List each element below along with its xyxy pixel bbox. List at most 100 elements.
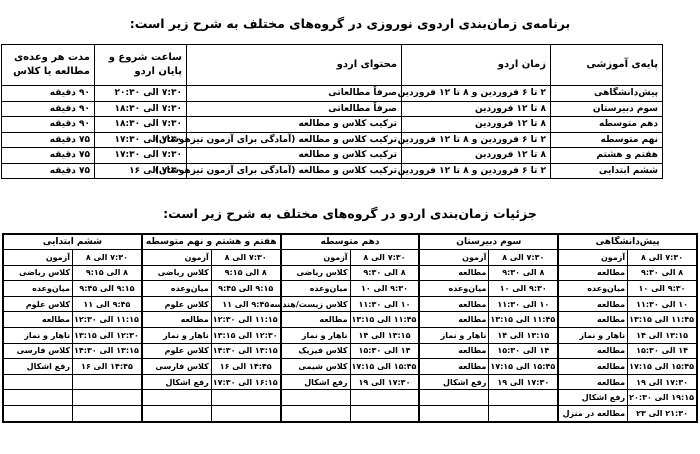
daily-schedule-table: پیش‌دانشگاهی سوم دبیرستان دهم متوسطه هفتم و… [2, 233, 699, 423]
t2-activity-cell: مطالعه [557, 295, 629, 313]
t2-activity-cell: رفع اشکال [141, 373, 212, 391]
duration-cell: ۷۵ دقیقه [1, 131, 95, 148]
camp-overview-table: پایه‌ی آموزشی زمان اردو محتوای اردو ساعت شر… [1, 44, 663, 179]
t2-time-cell [488, 389, 560, 406]
t2-activity-cell: کلاس ریاضی [2, 264, 73, 282]
grade-header: پایه‌ی آموزشی [550, 44, 663, 86]
date-cell: ۸ تا ۱۲ فروردین [401, 116, 551, 133]
t2-activity-cell [141, 404, 212, 423]
t2-activity-cell: مطالعه [557, 311, 629, 328]
duration-cell: ۹۰ دقیقه [1, 100, 95, 117]
t2-activity-cell [418, 404, 490, 423]
t2-time-cell: ۹:۳۰ الی ۱۰ [488, 280, 560, 297]
schedule-overview-title: برنامه‌ی زمان‌بندی اردوی نوروزی در گروه‌… [129, 16, 571, 31]
t2-time-cell: ۱۱:۱۵ الی ۱۲:۳۰ [210, 311, 282, 328]
t2-activity-cell: میان‌وعده [557, 280, 629, 297]
t1-row: هفتم و هشتم ۸ تا ۱۲ فروردین ترکیب کلاس و م… [1, 147, 663, 164]
t2-time-cell: ۹:۴۵ الی ۱۱ [71, 295, 143, 313]
t2-time-cell: ۹:۱۵ الی ۹:۴۵ [71, 280, 143, 297]
t2-activity-cell: مطالعه [141, 311, 212, 328]
t2-activity-cell: کلاس ریاضی [280, 264, 351, 282]
t2-row: ۱۱:۴۵ الی ۱۳:۱۵ مطالعه ۱۱:۴۵ الی ۱۳:۱۵ مطال… [2, 311, 699, 328]
t2-activity-cell [280, 404, 351, 423]
t2-time-cell: ۱۳:۱۵ الی ۱۴ [349, 326, 421, 344]
t2-activity-cell [280, 389, 351, 406]
group-header: سوم دبیرستان [418, 233, 560, 250]
t2-activity-cell: کلاس علوم [141, 342, 212, 360]
t1-row: ششم ابتدایی ۲ تا ۶ فروردین و ۸ تا ۱۲ فرور… [1, 162, 663, 179]
t2-time-cell: ۱۷:۳۰ الی ۱۹ [349, 373, 421, 391]
group-header: پیش‌دانشگاهی [557, 233, 698, 250]
t2-time-cell: ۱۵:۴۵ الی ۱۷:۱۵ [349, 358, 421, 375]
t2-time-cell: ۸ الی ۹:۳۰ [349, 264, 421, 282]
content-cell: ترکیب کلاس و مطالعه (آمادگی برای آزمون ت… [155, 131, 402, 148]
grade-cell: نهم متوسطه [550, 131, 663, 148]
t2-row: ۹:۳۰ الی ۱۰ میان‌وعده ۹:۳۰ الی ۱۰ میان‌وعده… [2, 280, 699, 297]
t2-time-cell: ۱۳:۱۵ الی ۱۴ [627, 326, 699, 344]
t1-row: نهم متوسطه ۲ تا ۶ فروردین و ۸ تا ۱۲ فرورد… [1, 131, 663, 148]
t2-activity-cell: مطالعه [280, 311, 351, 328]
schedule-details-title: جزئیات زمان‌بندی اردو در گروه‌های مختلف … [163, 206, 537, 221]
t2-activity-cell: کلاس شیمی [280, 358, 351, 375]
grade-cell: دهم متوسطه [550, 116, 663, 133]
camp-overview-table-header: پایه‌ی آموزشی زمان اردو محتوای اردو ساعت شر… [1, 44, 663, 86]
content-cell: ترکیب کلاس و مطالعه [186, 116, 402, 133]
t2-time-cell: ۸ الی ۹:۳۰ [627, 264, 699, 282]
t2-time-cell: ۱۵:۴۵ الی ۱۷:۱۵ [627, 358, 699, 375]
t2-time-cell: ۱۶:۱۵ الی ۱۷:۳۰ [210, 373, 282, 391]
t2-activity-cell: مطالعه [418, 342, 490, 360]
t2-time-cell: ۱۰ الی ۱۱:۳۰ [627, 295, 699, 313]
t2-activity-cell: میان‌وعده [141, 280, 212, 297]
t2-time-cell: ۱۱:۴۵ الی ۱۳:۱۵ [627, 311, 699, 328]
t2-time-cell: ۱۵:۴۵ الی ۱۷:۱۵ [488, 358, 560, 375]
t2-time-cell: ۱۱:۴۵ الی ۱۳:۱۵ [488, 311, 560, 328]
content-cell: ترکیب کلاس و مطالعه (آمادگی برای آزمون ت… [155, 162, 402, 179]
hours-cell: ۷:۳۰ الی ۱۸:۳۰ [94, 116, 187, 133]
daily-schedule-table-header: پیش‌دانشگاهی سوم دبیرستان دهم متوسطه هفتم و… [2, 233, 698, 250]
group-header: دهم متوسطه [279, 233, 421, 250]
t2-time-cell: ۹:۳۰ الی ۱۰ [627, 280, 699, 297]
group-header: هفتم و هشتم و نهم متوسطه [140, 233, 282, 250]
t2-time-cell: ۲۱:۳۰ الی ۲۳ [627, 404, 699, 423]
t2-row: ۱۹:۱۵ الی ۲۰:۳۰ رفع اشکال [2, 389, 699, 406]
t2-time-cell: ۱۳:۱۵ الی ۱۴:۳۰ [210, 342, 282, 360]
t2-activity-cell: کلاس زیست/هندسه [270, 295, 351, 313]
t2-activity-cell: آزمون [280, 249, 351, 266]
content-header: محتوای اردو [186, 44, 402, 86]
t1-row: پیش‌دانشگاهی ۲ تا ۶ فروردین و ۸ تا ۱۲ فرو… [1, 85, 663, 102]
hours-cell: ۷:۳۰ الی ۱۸:۳۰ [94, 100, 187, 117]
t2-time-cell: ۱۰ الی ۱۱:۳۰ [349, 295, 421, 313]
t2-row: ۸ الی ۹:۳۰ مطالعه ۸ الی ۹:۳۰ مطالعه ۸ الی ۹:… [2, 264, 699, 282]
t2-activity-cell: مطالعه در منزل [557, 404, 629, 423]
t2-time-cell: ۷:۳۰ الی ۸ [71, 249, 143, 266]
duration-cell: ۹۰ دقیقه [1, 85, 95, 102]
t2-activity-cell: میان‌وعده [2, 280, 73, 297]
daily-schedule-table-body: ۷:۳۰ الی ۸ آزمون ۷:۳۰ الی ۸ آزمون ۷:۳۰ الی ۸… [2, 249, 699, 423]
t2-activity-cell: آزمون [418, 249, 490, 266]
t2-time-cell: ۱۷:۳۰ الی ۱۹ [488, 373, 560, 391]
t2-activity-cell: رفع اشکال [418, 373, 490, 391]
hours-cell: ۷:۳۰ الی ۱۶ [94, 162, 187, 179]
t2-time-cell: ۸ الی ۹:۳۰ [488, 264, 560, 282]
t2-activity-cell: ناهار و نماز [418, 326, 490, 344]
t2-time-cell: ۷:۳۰ الی ۸ [488, 249, 560, 266]
t2-activity-cell: آزمون [557, 249, 629, 266]
hours-cell: ۷:۳۰ الی ۲۰:۳۰ [94, 85, 187, 102]
t1-row: دهم متوسطه ۸ تا ۱۲ فروردین ترکیب کلاس و مط… [1, 116, 663, 133]
t2-activity-cell: مطالعه [2, 311, 73, 328]
t2-activity-cell: میان‌وعده [418, 280, 490, 297]
duration-cell: ۷۵ دقیقه [1, 162, 95, 179]
t2-time-cell: ۷:۳۰ الی ۸ [210, 249, 282, 266]
date-cell: ۲ تا ۶ فروردین و ۸ تا ۱۲ فروردین [398, 85, 551, 102]
content-cell: صرفاً مطالعاتی [186, 100, 402, 117]
duration-header: مدت هر وعده‌ی مطالعه یا کلاس [1, 44, 95, 86]
t2-activity-cell: کلاس فارسی [141, 358, 212, 375]
t2-activity-cell [2, 404, 73, 423]
t2-header-row: پیش‌دانشگاهی سوم دبیرستان دهم متوسطه هفتم و… [2, 233, 698, 250]
t2-activity-cell [2, 373, 73, 391]
hours-cell: ۷:۳۰ الی ۱۷:۳۰ [94, 147, 187, 164]
t2-activity-cell: کلاس علوم [2, 295, 73, 313]
t2-activity-cell: مطالعه [557, 264, 629, 282]
t2-activity-cell: آزمون [141, 249, 212, 266]
t2-time-cell: ۹:۱۵ الی ۹:۴۵ [210, 280, 282, 297]
